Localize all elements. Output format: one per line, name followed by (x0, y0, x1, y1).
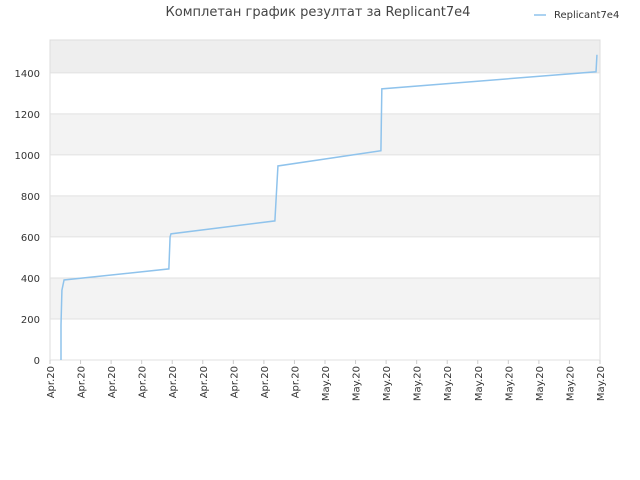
chart-title: Комплетан график резултат за Replicant7e… (166, 5, 471, 20)
x-tick-label: Apr.20 (229, 366, 240, 398)
x-tick-label: Apr.20 (199, 366, 210, 398)
y-tick-label: 800 (21, 192, 40, 203)
plot-band (50, 113, 600, 155)
x-tick-label: May.20 (413, 366, 424, 401)
y-tick-label: 1200 (15, 110, 40, 121)
y-tick-label: 200 (21, 315, 40, 326)
y-tick-label: 0 (34, 356, 40, 367)
y-tick-label: 1400 (15, 69, 40, 80)
x-tick-label: Apr.20 (46, 366, 57, 398)
y-tick-label: 600 (21, 233, 40, 244)
x-tick-label: Apr.20 (260, 366, 271, 398)
x-tick-label: May.20 (352, 366, 363, 401)
x-tick-label: May.20 (321, 366, 332, 401)
y-tick-label: 400 (21, 274, 40, 285)
x-tick-label: May.20 (443, 366, 454, 401)
legend-label: Replicant7e4 (554, 10, 619, 21)
x-tick-label: May.20 (382, 366, 393, 401)
plot-band (50, 318, 600, 360)
plot-band (50, 195, 600, 237)
plot-band (50, 236, 600, 278)
x-tick-label: Apr.20 (107, 366, 118, 398)
x-tick-label: May.20 (474, 366, 485, 401)
plot-band (50, 40, 600, 73)
series-line (60, 54, 598, 360)
x-tick-label: Apr.20 (77, 366, 88, 398)
x-tick-label: Apr.20 (168, 366, 179, 398)
plot-band (50, 277, 600, 319)
y-tick-label: 1000 (15, 151, 40, 162)
x-tick-label: May.20 (596, 366, 607, 401)
x-tick-label: Apr.20 (290, 366, 301, 398)
plot-band (50, 72, 600, 114)
x-tick-label: Apr.20 (138, 366, 149, 398)
x-tick-label: May.20 (565, 366, 576, 401)
x-tick-label: May.20 (504, 366, 515, 401)
plot-band (50, 154, 600, 196)
x-tick-label: May.20 (535, 366, 546, 401)
